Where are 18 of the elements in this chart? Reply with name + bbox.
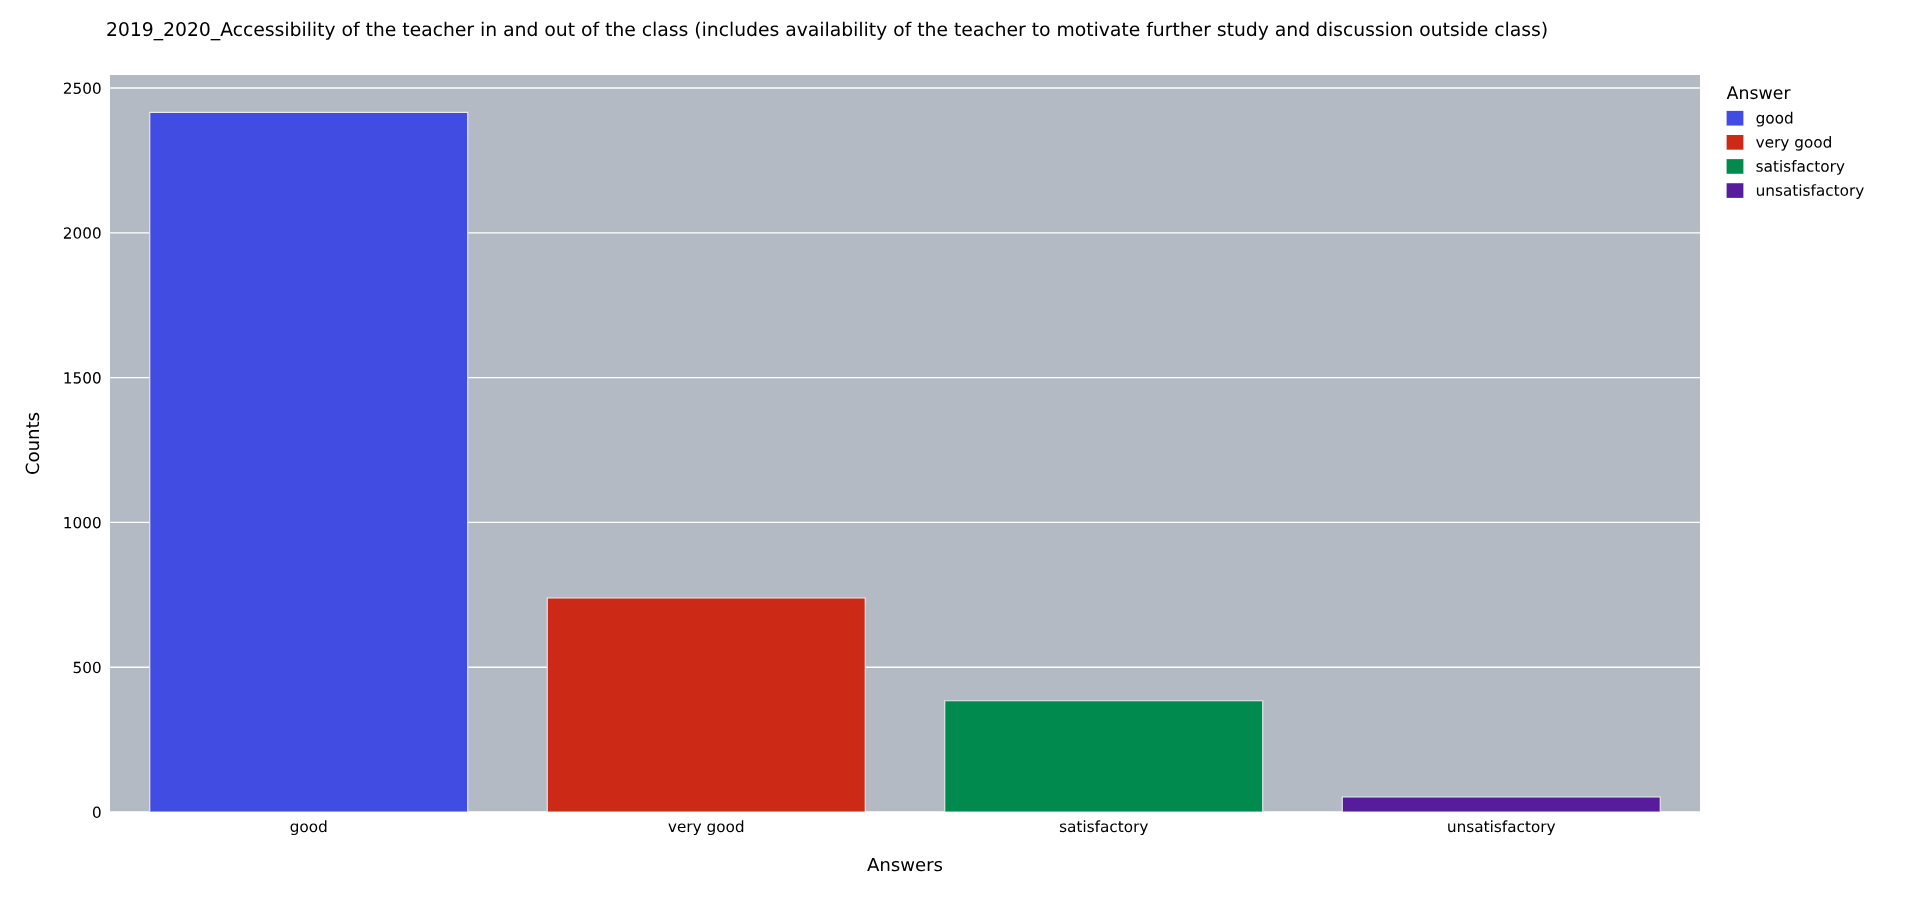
legend-label: satisfactory [1756,160,1845,175]
y-tick-label: 0 [92,806,101,819]
y-tick-label: 2000 [63,227,101,239]
y-axis-title: Counts [25,412,40,474]
legend-label: good [1756,111,1793,127]
y-tick-label: 2500 [63,82,101,95]
x-tick-label: satisfactory [1059,820,1148,836]
legend-label: unsatisfactory [1756,184,1864,199]
y-tick-label: 500 [73,661,101,674]
x-tick-label: unsatisfactory [1448,820,1556,836]
legend-label: very good [1756,135,1831,151]
y-tick-label: 1000 [64,516,101,529]
chart-title: 2019_2020_Accessibility of the teacher in and out of the class (includes availability of the teacher to motivate further study and discussion outside class) [107,21,1547,41]
x-tick-label: good [290,820,327,836]
x-axis-title: Answers [867,857,943,872]
legend-title: Answer [1726,86,1791,100]
y-tick-label: 1500 [64,372,101,384]
x-tick-label: very good [668,820,744,836]
